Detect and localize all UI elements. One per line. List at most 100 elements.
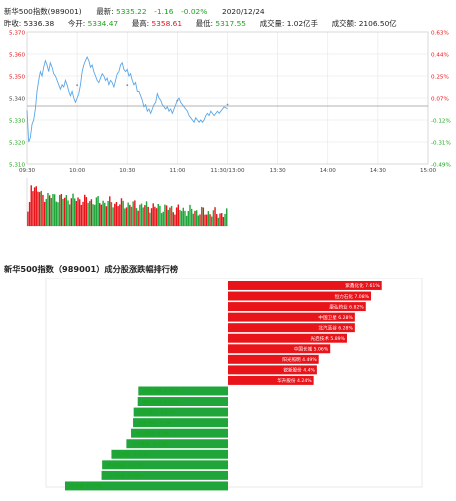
volume-bar — [68, 204, 71, 226]
volume-bar — [120, 198, 123, 226]
ranking-bar-label: 三川松迪 -6.26% — [107, 472, 144, 479]
ranking-bar — [228, 344, 331, 354]
volume-bar — [48, 195, 51, 226]
volume-bar — [160, 213, 163, 226]
volume-bar — [130, 206, 133, 226]
volume-bar — [165, 205, 168, 226]
volume-bar — [155, 208, 158, 226]
volume-bar — [109, 196, 111, 226]
volume-bar — [182, 207, 185, 226]
volume-bar — [60, 194, 63, 226]
volume-bar — [207, 211, 210, 226]
quote-header-row-2: 昨收: 5336.38 今开: 5334.47 最高: 5358.61 最低: … — [4, 20, 397, 27]
intraday-price-chart: 5,370 0.63% 5,360 0.44% 5,350 0.25% 5,340 0.07%… — [9, 30, 451, 227]
volume-bar — [134, 200, 136, 226]
volume-bar — [33, 187, 36, 226]
volume-bar — [114, 203, 116, 226]
ranking-bar — [126, 439, 228, 449]
volume-bar — [210, 216, 213, 226]
volume-bar — [117, 206, 119, 226]
volume-bar — [209, 214, 211, 226]
volume-bar — [142, 207, 144, 226]
volume-bar — [63, 197, 66, 226]
volume-bar — [180, 211, 183, 226]
ranking-bar — [111, 449, 228, 459]
volume-bar — [42, 194, 44, 226]
volume-bar — [205, 214, 208, 226]
y-tick-label-right: 0.63% — [431, 30, 449, 36]
volume-bar — [154, 206, 156, 226]
quote-header-row-1: 新华500指数(989001) 最新: 5335.22 -1.16 -0.02%… — [4, 8, 265, 15]
volume-bar — [139, 204, 141, 226]
open-label: 今开: — [67, 19, 86, 28]
volume-bar — [200, 206, 203, 226]
volume-bar — [100, 204, 103, 226]
volume-bar — [135, 208, 138, 226]
volume-bar — [190, 208, 193, 226]
ranking-bar-label: 光启技术 5.89% — [311, 335, 346, 342]
price-marker — [126, 84, 129, 87]
volume-bar — [149, 212, 151, 226]
ranking-bar — [64, 481, 229, 491]
volume-bar — [28, 202, 31, 226]
prev-close-value: 5336.38 — [23, 19, 55, 28]
volume-bar — [35, 186, 37, 226]
x-tick-label: 11:00 — [169, 168, 186, 174]
volume-bar — [37, 191, 39, 226]
ranking-bar-label: 大齐健康 -5.03% — [131, 440, 168, 447]
ranking-bar — [133, 407, 228, 417]
volume-label: 成交量: — [259, 19, 285, 28]
volume-bar — [152, 203, 154, 226]
volume-bar — [85, 197, 88, 226]
volume-bar — [150, 208, 153, 226]
high-label: 最高: — [131, 19, 150, 28]
volume-bar — [32, 191, 34, 226]
volume-bar — [177, 204, 179, 226]
volume-bar — [107, 200, 109, 226]
ranking-bar-label: 南京商贸 -4.47% — [143, 398, 180, 405]
volume-bar — [57, 202, 59, 226]
volume-bar — [185, 215, 188, 226]
volume-bar — [78, 199, 81, 226]
volume-bar — [94, 204, 96, 226]
ranking-bar-label: 华升股份 4.24% — [277, 377, 312, 384]
low-label: 最低: — [195, 19, 214, 28]
volume-bar — [99, 203, 101, 226]
volume-value: 1.02亿手 — [286, 19, 318, 28]
ranking-bar-label: 长安汽车 -4.7% — [138, 419, 172, 426]
volume-bar — [55, 201, 58, 226]
volume-bar — [179, 209, 181, 226]
y-tick-label-left: 5,330 — [9, 118, 25, 124]
ranking-bar-label: 南京新百 -6.23% — [107, 462, 144, 469]
y-tick-label-right: 0.44% — [431, 52, 449, 58]
volume-bar — [38, 192, 41, 226]
volume-bar — [27, 211, 29, 226]
volume-bar — [212, 210, 215, 226]
ranking-bar — [228, 354, 319, 364]
ranking-bar-label: 中公教育 -4.8% — [136, 430, 170, 437]
y-tick-label-right: -0.49% — [431, 162, 451, 168]
y-tick-label-left: 5,320 — [9, 140, 25, 146]
volume-bar — [132, 201, 134, 226]
volume-bar — [30, 185, 32, 226]
y-tick-label-right: 0.25% — [431, 74, 449, 80]
volume-bar — [192, 213, 195, 226]
volume-bar — [184, 210, 186, 226]
ranking-bar-label: 比卡特 -8.07% — [70, 483, 102, 490]
low-value: 5317.55 — [215, 19, 246, 28]
volume-bar — [52, 194, 54, 226]
x-tick-label: 15:00 — [420, 168, 437, 174]
volume-bar — [62, 198, 64, 226]
ranking-bar-label: 紫鑫化化 7.61% — [345, 282, 380, 289]
volume-bar — [115, 201, 118, 226]
volume-bar — [89, 201, 91, 226]
volume-bar — [58, 194, 61, 226]
volume-bar — [40, 190, 42, 226]
volume-bar — [219, 213, 221, 226]
y-tick-label-right: 0.07% — [431, 96, 449, 102]
volume-bar — [140, 203, 143, 226]
volume-bar — [104, 202, 106, 226]
change-value: -1.16 — [154, 7, 174, 16]
index-name: 新华500指数(989001) — [4, 7, 82, 16]
ranking-bar — [228, 333, 347, 343]
